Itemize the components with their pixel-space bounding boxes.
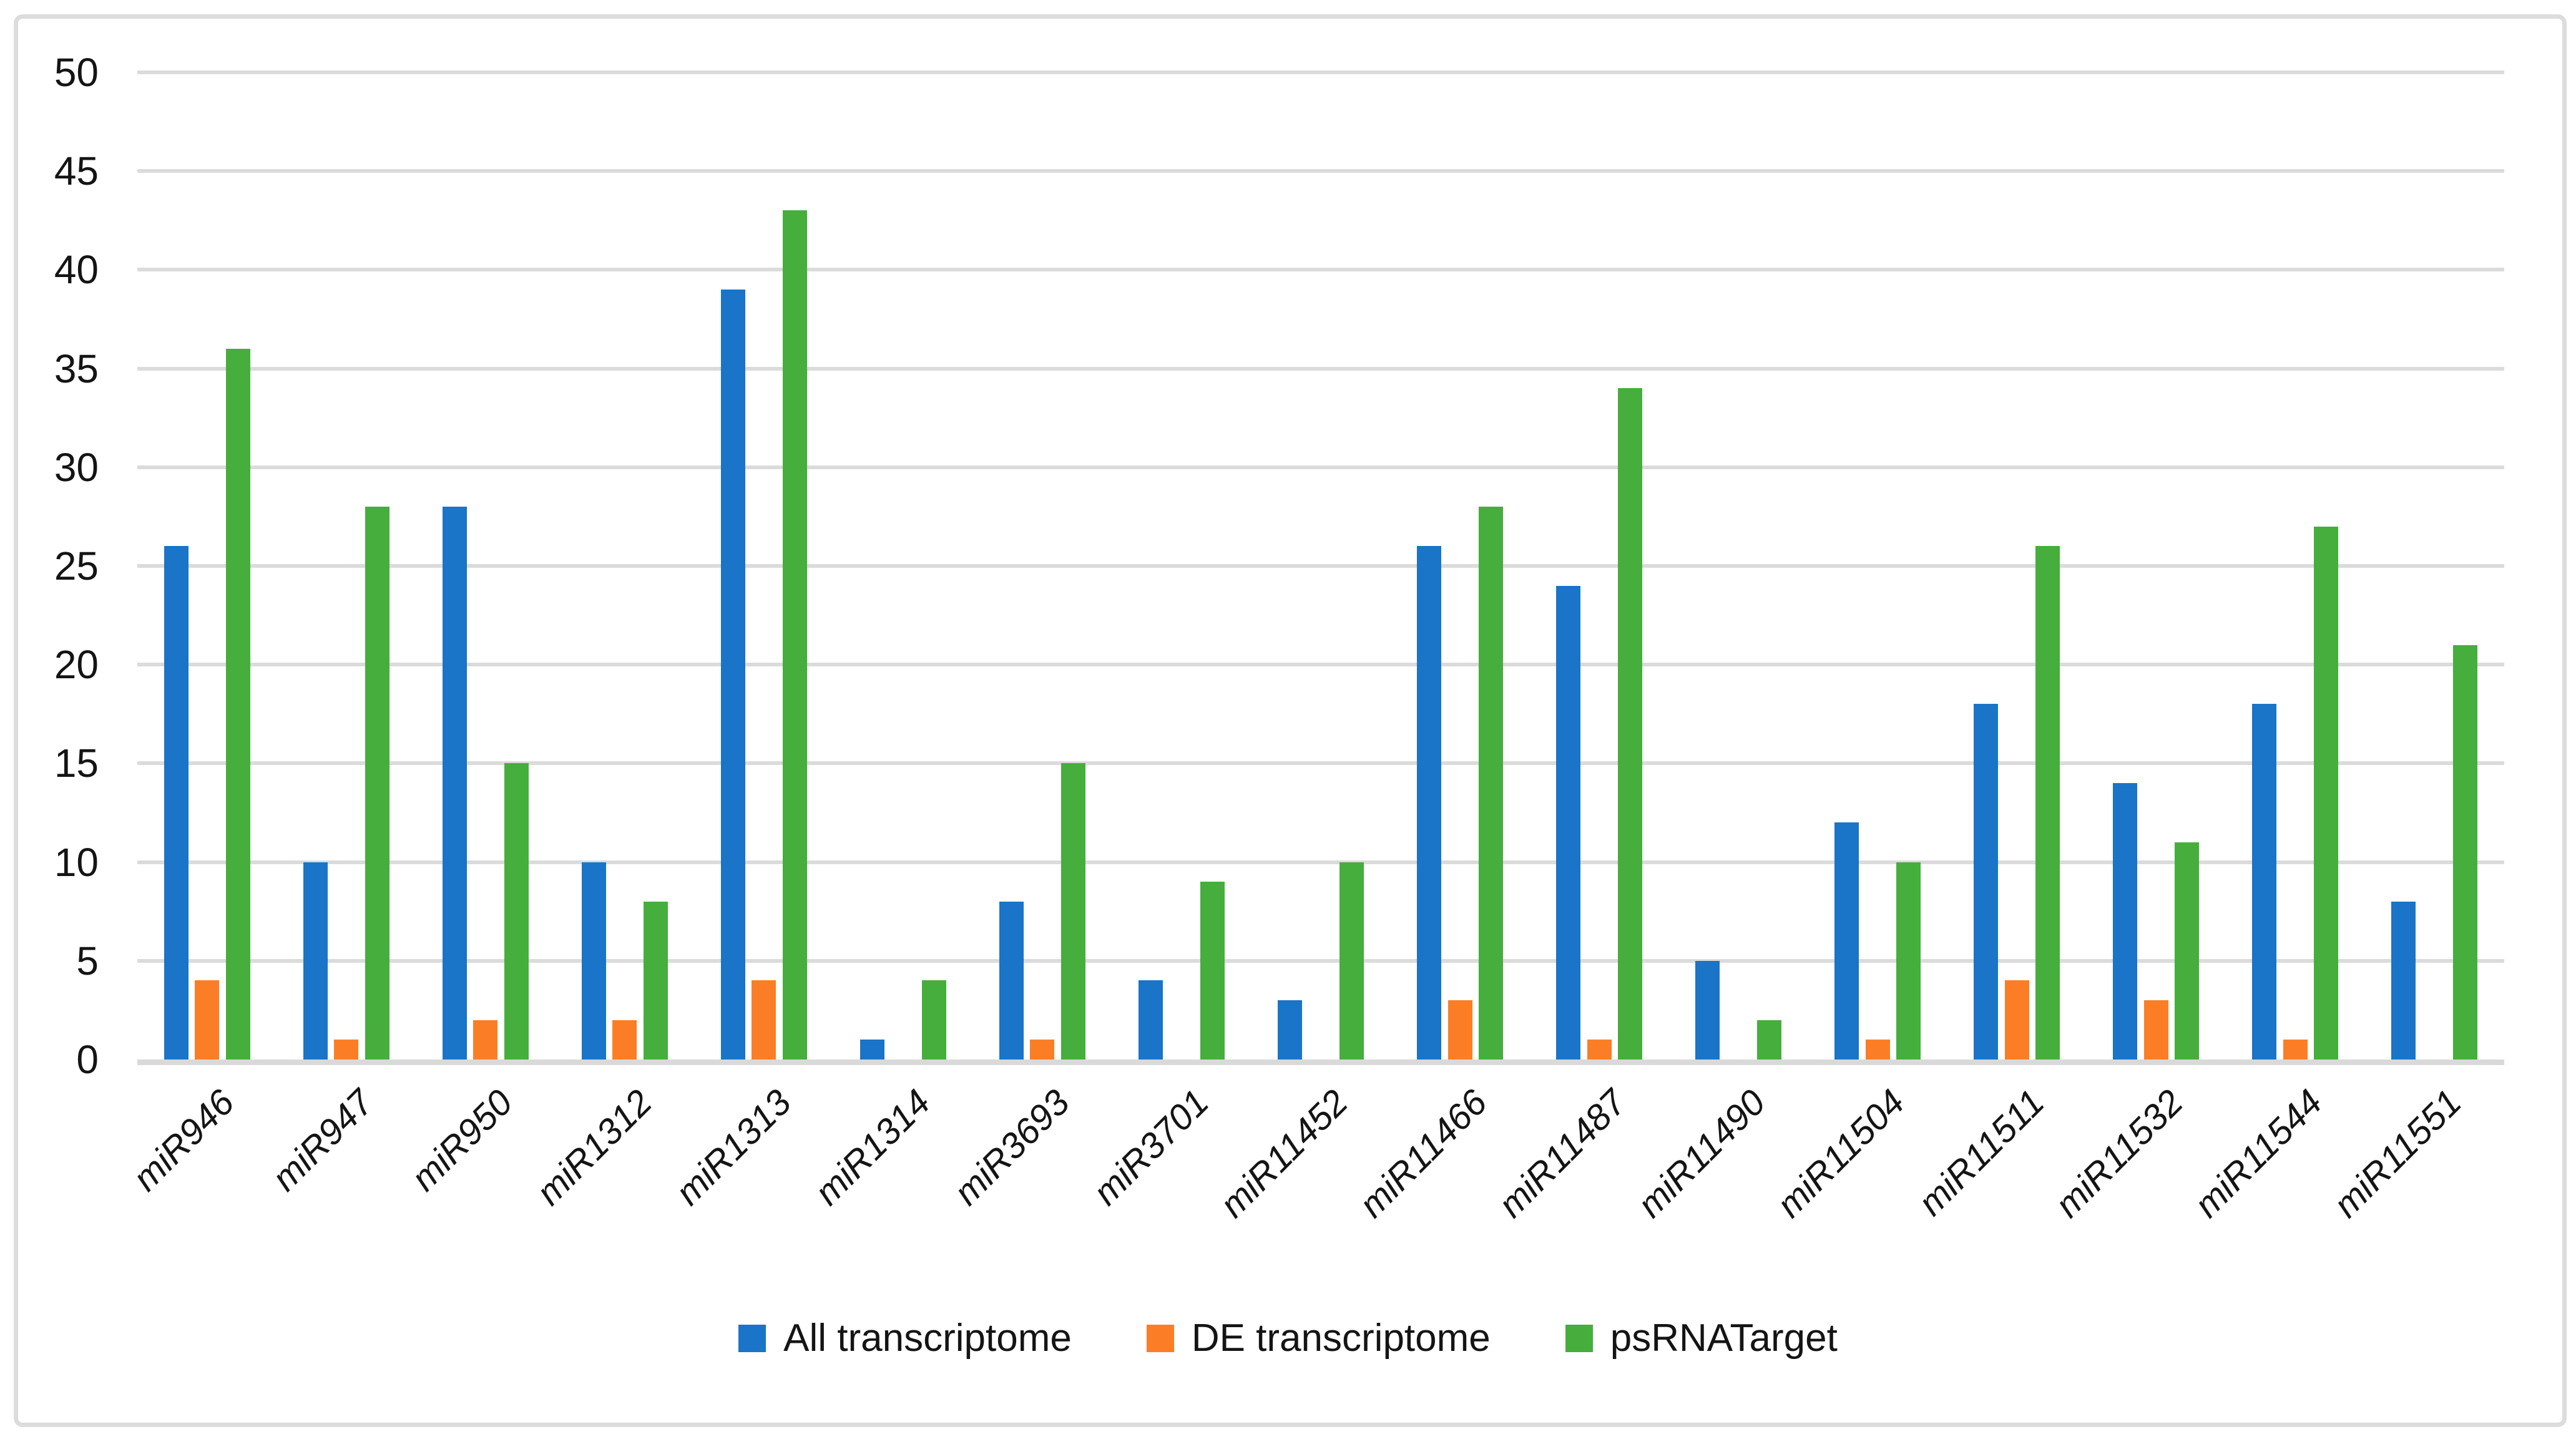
legend-label: All transcriptome (783, 1317, 1072, 1360)
legend-item-1: DE transcriptome (1146, 1317, 1491, 1360)
legend-item-0: All transcriptome (738, 1318, 1072, 1359)
legend-label: psRNATarget (1610, 1317, 1838, 1360)
legend-swatch-icon (1565, 1325, 1593, 1352)
legend-item-2: psRNATarget (1565, 1318, 1838, 1359)
legend-label: DE transcriptome (1191, 1317, 1491, 1360)
legend: All transcriptome DE transcriptome psRNATa… (0, 1318, 2576, 1359)
chart-frame (14, 14, 2567, 1427)
legend-swatch-icon (1146, 1325, 1174, 1352)
legend-swatch-icon (738, 1325, 766, 1352)
